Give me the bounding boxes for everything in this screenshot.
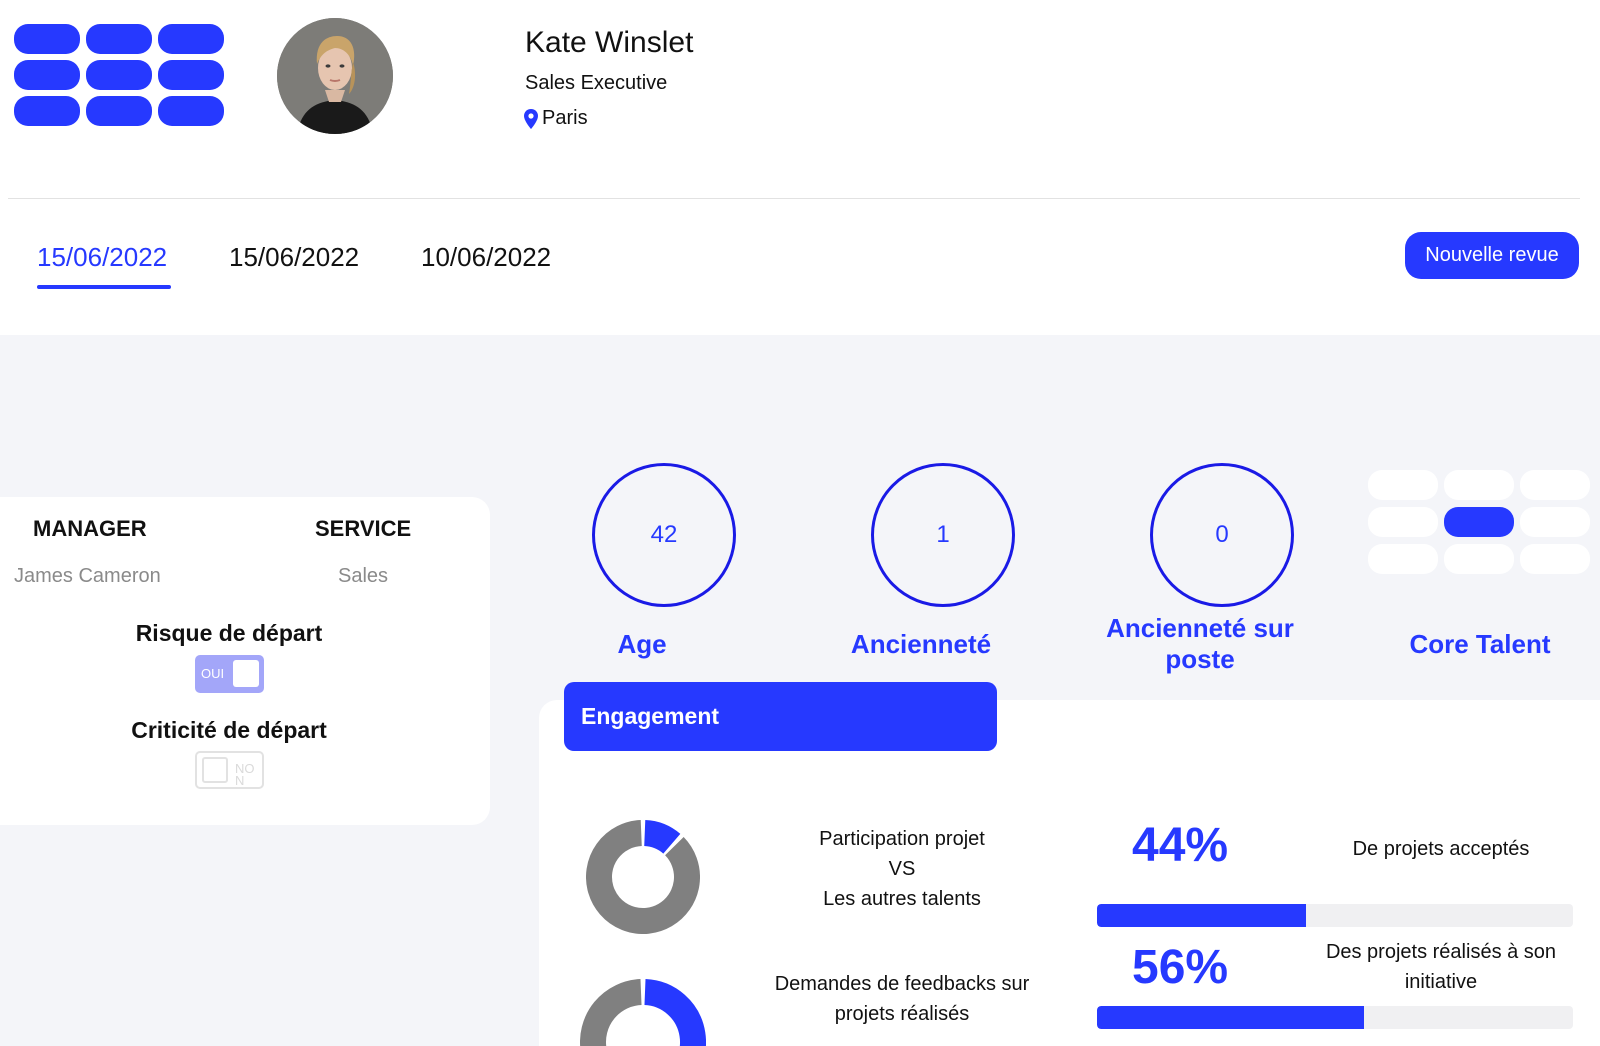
accepted-label: De projets acceptés [1352,838,1530,860]
tab-date-3[interactable]: 10/06/2022 [421,242,552,272]
talent-cell[interactable] [1520,470,1590,500]
talent-cell[interactable] [1520,507,1590,537]
criticity-toggle[interactable]: NON [195,751,264,789]
manager-value: James Cameron [14,565,161,587]
talent-cell[interactable] [1520,544,1590,574]
talent-cell-selected[interactable] [1444,507,1514,537]
service-label: SERVICE [315,516,412,541]
participation-line-3: Les autres talents [823,888,981,910]
participation-share-segment [643,820,681,855]
participation-line-2: VS [888,858,916,880]
avatar [277,18,393,134]
seniority-circle: 1 [871,463,1015,607]
talent-cell[interactable] [1368,507,1438,537]
participation-line-1: Participation projet [819,828,985,850]
new-review-button[interactable]: Nouvelle revue [1405,232,1579,279]
feedback-text: Demandes de feedbacks sur projets réalis… [752,969,1052,1029]
risk-toggle-label: OUI [201,666,225,681]
core-talent-label: Core Talent [1409,629,1551,659]
accepted-percent: 44% [1132,819,1229,872]
position-seniority-circle: 0 [1150,463,1294,607]
engagement-card [539,700,1600,1046]
header-divider [8,198,1580,199]
criticity-title: Criticité de départ [131,717,327,743]
tab-date-2[interactable]: 15/06/2022 [229,242,360,272]
location-text: Paris [542,107,588,129]
initiative-progress-fill [1097,1006,1364,1029]
participation-text: Participation projet VS Les autres talen… [752,824,1052,914]
feedback-rest-segment [580,979,643,1046]
talent-cell[interactable] [1444,544,1514,574]
feedback-line-2: projets réalisés [834,1003,970,1025]
criticity-toggle-label: NON [235,761,255,788]
profile-location: Paris [524,107,588,130]
initiative-progress-bar [1097,1006,1573,1029]
active-tab-indicator [37,285,171,289]
toggle-knob [233,660,259,687]
risk-title: Risque de départ [135,620,323,646]
manager-label: MANAGER [33,516,147,541]
age-circle: 42 [592,463,736,607]
initiative-label: Des projets réalisés à son initiative [1325,941,1557,993]
accepted-progress-bar [1097,904,1573,927]
engagement-header[interactable]: Engagement [564,682,997,751]
age-label: Age [617,629,667,659]
talent-cell[interactable] [1444,470,1514,500]
toggle-knob [202,757,228,783]
participation-rest-segment [586,820,700,934]
tab-date-1[interactable]: 15/06/2022 [37,242,168,272]
feedback-share-segment [643,979,706,1046]
location-pin-icon [524,108,538,129]
feedback-donut [580,979,706,1046]
talent-cell[interactable] [1368,470,1438,500]
service-value: Sales [338,565,389,587]
feedback-line-1: Demandes de feedbacks sur [774,973,1030,995]
position-seniority-label: Ancienneté sur poste [1106,613,1294,674]
risk-toggle[interactable]: OUI [195,655,264,693]
participation-donut [586,820,700,934]
menu-grid-icon[interactable] [14,24,228,126]
talent-cell[interactable] [1368,544,1438,574]
core-talent-grid[interactable] [1368,470,1590,574]
profile-name: Kate Winslet [525,26,694,59]
profile-role: Sales Executive [525,72,668,94]
initiative-percent: 56% [1132,941,1229,994]
accepted-progress-fill [1097,904,1307,927]
seniority-label: Ancienneté [850,629,992,659]
